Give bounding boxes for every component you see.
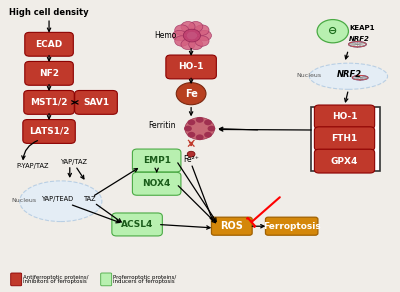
Circle shape	[183, 29, 200, 42]
Circle shape	[195, 36, 209, 46]
Ellipse shape	[309, 63, 388, 89]
FancyBboxPatch shape	[314, 105, 375, 129]
Circle shape	[185, 117, 214, 140]
Circle shape	[196, 134, 204, 140]
Ellipse shape	[20, 181, 102, 222]
Circle shape	[181, 39, 195, 50]
Circle shape	[181, 22, 195, 32]
Circle shape	[204, 119, 212, 125]
Circle shape	[317, 20, 348, 43]
Circle shape	[189, 39, 203, 50]
FancyBboxPatch shape	[101, 273, 112, 286]
Text: ROS: ROS	[220, 221, 243, 231]
Text: YAP/TEAD: YAP/TEAD	[42, 196, 74, 202]
Circle shape	[195, 25, 209, 35]
FancyBboxPatch shape	[212, 217, 252, 235]
Text: TAZ: TAZ	[84, 196, 96, 202]
FancyBboxPatch shape	[25, 32, 73, 56]
Circle shape	[197, 30, 212, 41]
Text: Antiferroptotic proteins/: Antiferroptotic proteins/	[23, 275, 88, 280]
Text: inhibitors of ferroptosis: inhibitors of ferroptosis	[23, 279, 86, 284]
Circle shape	[204, 132, 212, 138]
Text: Ferroptosis: Ferroptosis	[263, 222, 320, 231]
Circle shape	[175, 36, 189, 46]
Circle shape	[208, 126, 215, 131]
FancyBboxPatch shape	[311, 107, 380, 171]
FancyBboxPatch shape	[112, 213, 162, 236]
Text: FTH1: FTH1	[331, 134, 358, 143]
Text: NRF2: NRF2	[349, 36, 370, 42]
Text: Ferritin: Ferritin	[149, 121, 176, 130]
Text: inducers of ferroptosis: inducers of ferroptosis	[113, 279, 174, 284]
Text: Fe²⁺: Fe²⁺	[183, 154, 199, 164]
Text: SAV1: SAV1	[83, 98, 109, 107]
FancyBboxPatch shape	[24, 91, 74, 114]
Text: Nucleus: Nucleus	[296, 73, 321, 78]
Text: GPX4: GPX4	[331, 157, 358, 166]
Text: NF2: NF2	[39, 69, 59, 78]
Text: EMP1: EMP1	[143, 156, 171, 165]
Text: Nucleus: Nucleus	[12, 198, 37, 203]
FancyBboxPatch shape	[132, 172, 181, 195]
Circle shape	[187, 151, 195, 157]
Circle shape	[188, 132, 195, 138]
Circle shape	[184, 126, 192, 131]
FancyBboxPatch shape	[25, 61, 73, 85]
FancyBboxPatch shape	[75, 91, 117, 114]
Text: ✕: ✕	[186, 138, 196, 151]
FancyBboxPatch shape	[166, 55, 216, 79]
FancyBboxPatch shape	[132, 149, 181, 172]
FancyBboxPatch shape	[11, 273, 22, 286]
Circle shape	[189, 22, 203, 32]
Text: MST1/2: MST1/2	[30, 98, 68, 107]
FancyBboxPatch shape	[266, 217, 318, 235]
Text: HO-1: HO-1	[332, 112, 357, 121]
Circle shape	[196, 117, 204, 123]
Circle shape	[176, 83, 206, 105]
Text: NOX4: NOX4	[142, 179, 171, 188]
Text: ACSL4: ACSL4	[121, 220, 153, 229]
FancyBboxPatch shape	[314, 127, 375, 151]
Text: P-YAP/TAZ: P-YAP/TAZ	[16, 163, 49, 169]
Text: ECAD: ECAD	[36, 40, 63, 49]
Text: YAP/TAZ: YAP/TAZ	[61, 159, 88, 165]
Text: High cell density: High cell density	[9, 8, 89, 17]
Text: Proferroptotic proteins/: Proferroptotic proteins/	[113, 275, 176, 280]
Text: Fe: Fe	[185, 89, 198, 99]
Text: KEAP1: KEAP1	[350, 25, 375, 31]
FancyBboxPatch shape	[314, 149, 375, 173]
Text: ⊖: ⊖	[328, 26, 338, 36]
Text: Hemo: Hemo	[154, 31, 176, 40]
Text: NRF2: NRF2	[337, 70, 362, 79]
FancyBboxPatch shape	[23, 119, 75, 143]
Circle shape	[188, 119, 195, 125]
Text: LATS1/2: LATS1/2	[29, 127, 69, 136]
Text: HO-1: HO-1	[178, 62, 204, 72]
Circle shape	[172, 30, 186, 41]
Circle shape	[175, 25, 189, 35]
